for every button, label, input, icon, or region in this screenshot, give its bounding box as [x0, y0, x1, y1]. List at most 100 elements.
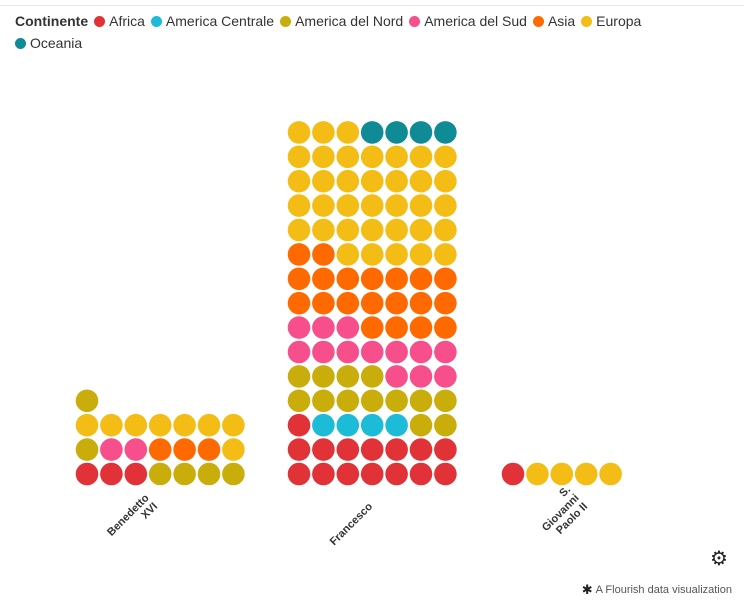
dot[interactable] — [360, 194, 384, 217]
dot[interactable] — [312, 291, 335, 315]
dot[interactable] — [336, 145, 360, 169]
dot[interactable] — [287, 145, 311, 169]
legend-item[interactable]: Oceania — [15, 34, 82, 52]
dot[interactable] — [312, 340, 335, 364]
dot[interactable] — [124, 438, 148, 461]
dot[interactable] — [385, 340, 408, 364]
dot[interactable] — [360, 462, 384, 486]
dot[interactable] — [360, 340, 384, 364]
dot[interactable] — [409, 291, 433, 315]
dot[interactable] — [360, 243, 384, 266]
dot[interactable] — [100, 413, 123, 437]
dot[interactable] — [526, 462, 549, 486]
dot[interactable] — [173, 462, 196, 486]
dot[interactable] — [501, 462, 525, 486]
dot[interactable] — [287, 267, 311, 291]
dot[interactable] — [409, 169, 433, 193]
dot[interactable] — [312, 413, 335, 437]
dot[interactable] — [173, 438, 196, 461]
dot[interactable] — [312, 267, 335, 291]
dot[interactable] — [287, 316, 311, 339]
dot[interactable] — [434, 169, 457, 193]
dot[interactable] — [287, 243, 311, 266]
dot[interactable] — [434, 462, 457, 486]
dot[interactable] — [336, 389, 360, 413]
dot[interactable] — [434, 365, 457, 388]
dot[interactable] — [409, 462, 433, 486]
dot[interactable] — [287, 462, 311, 486]
dot[interactable] — [336, 169, 360, 193]
dot[interactable] — [385, 243, 408, 266]
dot[interactable] — [599, 462, 622, 486]
legend-item[interactable]: Africa — [94, 12, 145, 30]
dot[interactable] — [287, 413, 311, 437]
dot[interactable] — [385, 218, 408, 242]
dot[interactable] — [385, 316, 408, 339]
legend-item[interactable]: America del Nord — [280, 12, 403, 30]
dot[interactable] — [550, 462, 574, 486]
dot[interactable] — [312, 243, 335, 266]
dot[interactable] — [409, 438, 433, 461]
dot[interactable] — [360, 267, 384, 291]
dot[interactable] — [434, 291, 457, 315]
dot[interactable] — [336, 267, 360, 291]
dot[interactable] — [360, 365, 384, 388]
dot[interactable] — [287, 218, 311, 242]
dot[interactable] — [312, 438, 335, 461]
dot[interactable] — [100, 438, 123, 461]
dot[interactable] — [222, 438, 245, 461]
dot[interactable] — [360, 169, 384, 193]
dot[interactable] — [287, 194, 311, 217]
dot[interactable] — [434, 218, 457, 242]
dot[interactable] — [287, 438, 311, 461]
gear-icon[interactable]: ⚙ — [710, 548, 728, 570]
legend-item[interactable]: Asia — [532, 12, 575, 30]
dot[interactable] — [312, 462, 335, 486]
dot[interactable] — [336, 438, 360, 461]
dot[interactable] — [336, 316, 360, 339]
dot[interactable] — [197, 413, 221, 437]
dot[interactable] — [75, 389, 99, 413]
dot[interactable] — [434, 121, 457, 144]
dot[interactable] — [287, 121, 311, 144]
dot[interactable] — [434, 438, 457, 461]
dot[interactable] — [434, 413, 457, 437]
dot[interactable] — [312, 169, 335, 193]
dot[interactable] — [385, 291, 408, 315]
dot[interactable] — [336, 121, 360, 144]
dot[interactable] — [312, 194, 335, 217]
dot[interactable] — [336, 218, 360, 242]
dot[interactable] — [148, 462, 172, 486]
dot[interactable] — [124, 413, 148, 437]
dot[interactable] — [574, 462, 598, 486]
dot[interactable] — [385, 121, 408, 144]
dot[interactable] — [336, 340, 360, 364]
dot[interactable] — [287, 340, 311, 364]
flourish-credit[interactable]: ✱ A Flourish data visualization — [582, 582, 732, 598]
legend-item[interactable]: America Centrale — [150, 12, 274, 30]
legend-item[interactable]: America del Sud — [409, 12, 527, 30]
dot[interactable] — [434, 340, 457, 364]
dot[interactable] — [434, 145, 457, 169]
dot[interactable] — [360, 438, 384, 461]
dot[interactable] — [173, 413, 196, 437]
dot[interactable] — [385, 413, 408, 437]
dot[interactable] — [385, 438, 408, 461]
dot[interactable] — [336, 365, 360, 388]
dot[interactable] — [222, 462, 245, 486]
dot[interactable] — [312, 365, 335, 388]
dot[interactable] — [312, 145, 335, 169]
dot[interactable] — [385, 145, 408, 169]
dot[interactable] — [409, 243, 433, 266]
dot[interactable] — [336, 291, 360, 315]
dot[interactable] — [100, 462, 123, 486]
dot[interactable] — [434, 389, 457, 413]
dot[interactable] — [312, 316, 335, 339]
dot[interactable] — [287, 389, 311, 413]
dot[interactable] — [360, 218, 384, 242]
dot[interactable] — [409, 145, 433, 169]
dot[interactable] — [409, 121, 433, 144]
dot[interactable] — [287, 169, 311, 193]
dot[interactable] — [360, 145, 384, 169]
dot[interactable] — [409, 389, 433, 413]
